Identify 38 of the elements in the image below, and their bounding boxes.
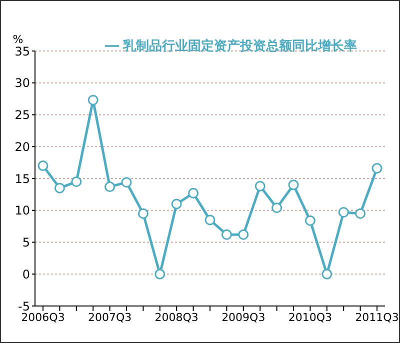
legend-label: 乳制品行业固定资产投资总额同比增长率 xyxy=(123,39,357,54)
point xyxy=(254,180,266,192)
point xyxy=(304,215,316,226)
point xyxy=(238,229,249,240)
x-tick-label: 2007Q3 xyxy=(88,310,132,324)
point xyxy=(288,180,299,190)
x-tick-label: 2009Q3 xyxy=(222,310,266,324)
y-tick-label: 10 xyxy=(14,204,30,218)
point xyxy=(88,94,98,106)
point xyxy=(171,198,182,210)
y-tick-label: 0 xyxy=(22,267,30,282)
point xyxy=(372,163,382,174)
point xyxy=(221,229,232,240)
point xyxy=(154,268,166,280)
x-tick-label: 2006Q3 xyxy=(21,310,65,324)
y-tick-label: 35 xyxy=(14,44,30,58)
x-tick-label: 2010Q3 xyxy=(288,310,332,324)
point xyxy=(272,202,282,214)
y-tick-label: 25 xyxy=(14,108,30,122)
point xyxy=(71,176,82,187)
y-tick-label: 20 xyxy=(14,140,30,154)
y-tick-label: 15 xyxy=(14,172,30,186)
point xyxy=(38,160,48,171)
y-tick-label: 5 xyxy=(22,236,30,250)
point xyxy=(138,208,148,219)
point xyxy=(322,268,332,280)
point xyxy=(104,182,116,192)
point xyxy=(338,207,349,218)
point xyxy=(54,182,65,194)
point xyxy=(204,214,216,226)
y-tick-label: -5 xyxy=(18,299,30,314)
x-tick-label: 2008Q3 xyxy=(154,310,198,324)
point xyxy=(121,177,132,188)
point xyxy=(188,188,199,198)
point xyxy=(355,208,366,219)
x-tick-label: 2011Q3 xyxy=(355,310,399,324)
y-axis-title: % xyxy=(12,33,24,46)
y-tick-label: 30 xyxy=(14,76,30,90)
